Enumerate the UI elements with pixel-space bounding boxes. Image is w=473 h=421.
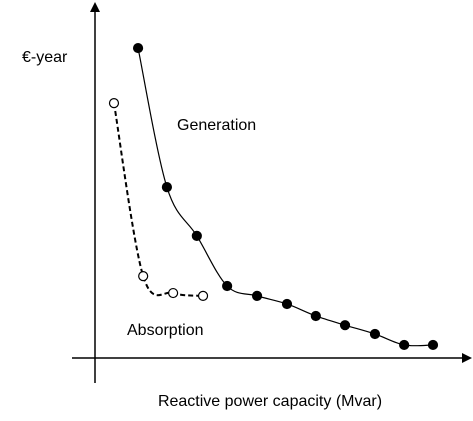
- point: [161, 182, 173, 193]
- y-axis-label: €-year: [22, 49, 68, 66]
- point: [427, 339, 439, 351]
- fit-curve: [112, 102, 204, 297]
- point: [310, 310, 321, 322]
- x-axis-label: Reactive power capacity (Mvar): [158, 393, 382, 410]
- point: [132, 42, 144, 54]
- point: [168, 287, 179, 299]
- point: [281, 298, 293, 310]
- point: [197, 290, 209, 301]
- point: [108, 98, 120, 109]
- point: [339, 320, 351, 331]
- point: [251, 290, 263, 301]
- point: [138, 271, 149, 282]
- point: [191, 230, 202, 241]
- series-label: Generation: [177, 117, 256, 134]
- point: [222, 280, 233, 292]
- point: [369, 328, 381, 340]
- series-label: Absorption: [127, 322, 204, 339]
- point: [399, 339, 410, 351]
